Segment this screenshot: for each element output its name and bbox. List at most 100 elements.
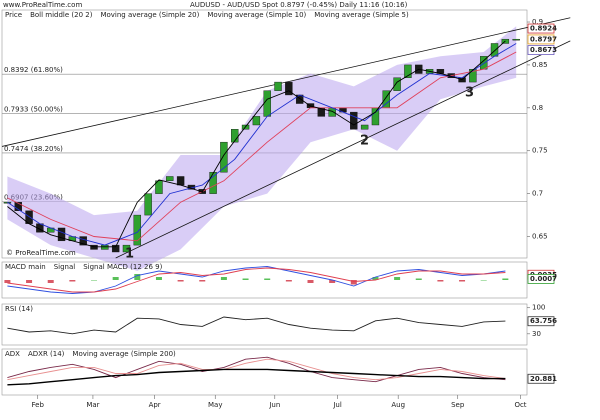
candle-body bbox=[101, 244, 109, 250]
candle-body bbox=[166, 176, 174, 181]
legend-entry: Signal bbox=[54, 263, 76, 271]
histogram-bar bbox=[91, 280, 98, 281]
y-tick-label: 0.7 bbox=[532, 190, 543, 198]
histogram-bar bbox=[480, 280, 487, 281]
histogram-bar bbox=[69, 280, 76, 282]
histogram-bar bbox=[502, 278, 509, 280]
panel-frame bbox=[1, 9, 528, 259]
value-tag bbox=[527, 34, 555, 45]
histogram-bar bbox=[415, 278, 422, 280]
value-tag-label: 20.881 bbox=[530, 375, 557, 383]
series-line bbox=[7, 356, 506, 383]
annotation: 3 bbox=[465, 86, 474, 101]
series-line bbox=[7, 267, 506, 293]
x-tick-label: May bbox=[208, 401, 222, 409]
candle-body bbox=[144, 193, 152, 216]
legend-entry: ADX bbox=[5, 350, 20, 358]
x-tick-label: Feb bbox=[32, 401, 45, 409]
legend-entry: Moving average (Simple 10) bbox=[207, 11, 306, 19]
panel-frame bbox=[1, 348, 528, 396]
fib-label: 0.7474 (38.20%) bbox=[4, 145, 63, 153]
histogram-bar bbox=[112, 277, 119, 280]
histogram-bar bbox=[372, 277, 379, 280]
candle-body bbox=[57, 227, 66, 242]
legend-entry: Signal MACD (12 26 9) bbox=[83, 263, 162, 271]
candle-body bbox=[14, 202, 22, 212]
histogram-bar bbox=[394, 277, 401, 280]
annotation: 1 bbox=[125, 247, 134, 262]
panel-frame bbox=[1, 261, 528, 299]
candle-body bbox=[122, 244, 131, 253]
y-tick-label: 30 bbox=[532, 330, 541, 338]
x-tick-label: Aug bbox=[391, 401, 405, 409]
value-tag-label: 0.0007 bbox=[530, 275, 557, 283]
candle-body bbox=[133, 214, 142, 246]
candle-body bbox=[404, 64, 412, 78]
value-tag-label: 0.8797 bbox=[530, 35, 557, 43]
y-tick-label: 0.9 bbox=[532, 18, 543, 26]
fib-label: 0.8392 (61.80%) bbox=[4, 66, 63, 74]
legend-entry: Price bbox=[5, 11, 22, 19]
histogram-bar bbox=[47, 280, 54, 283]
candle-body bbox=[512, 38, 520, 41]
y-tick-label: 0.75 bbox=[532, 147, 548, 155]
legend-entry: ADXR (14) bbox=[28, 350, 65, 358]
histogram-bar bbox=[329, 280, 336, 283]
y-tick-label: 100 bbox=[532, 304, 545, 312]
histogram-bar bbox=[437, 280, 444, 282]
x-tick-label: Jul bbox=[332, 401, 342, 409]
site-label: www.ProRealTime.com bbox=[3, 1, 82, 9]
y-tick-label: 0.8 bbox=[532, 104, 543, 112]
series-line bbox=[7, 43, 517, 246]
chart-title: AUDUSD - AUD/USD Spot 0.8797 (-0.45%) Da… bbox=[190, 1, 408, 9]
candle-body bbox=[155, 180, 163, 194]
legend-entry: MACD main bbox=[5, 263, 46, 271]
candle-body bbox=[220, 141, 228, 173]
candle-body bbox=[209, 171, 217, 194]
value-tag-label: 0.8673 bbox=[530, 46, 557, 54]
trend-line bbox=[115, 40, 571, 259]
series-line bbox=[7, 51, 517, 242]
histogram-bar bbox=[220, 277, 227, 280]
candle-body bbox=[393, 77, 401, 91]
annotation: 2 bbox=[360, 134, 369, 149]
x-tick-label: Sep bbox=[451, 401, 465, 409]
histogram-bar bbox=[459, 280, 466, 282]
bollinger-band bbox=[7, 26, 517, 271]
x-tick-label: Mar bbox=[86, 401, 99, 409]
legend-entry: RSI (14) bbox=[5, 305, 33, 313]
candle-body bbox=[285, 81, 293, 96]
legend-entry: Moving average (Simple 200) bbox=[72, 350, 176, 358]
candle-body bbox=[176, 176, 185, 186]
histogram-bar bbox=[307, 280, 314, 283]
watermark: © ProRealTime.com bbox=[6, 249, 76, 257]
histogram-bar bbox=[242, 278, 249, 280]
histogram-bar bbox=[285, 280, 292, 282]
candle-body bbox=[79, 236, 87, 246]
legend-entry: Moving average (Simple 5) bbox=[314, 11, 409, 19]
candle-body bbox=[360, 124, 369, 130]
x-tick-label: Apr bbox=[149, 401, 161, 409]
histogram-bar bbox=[4, 280, 11, 283]
histogram-bar bbox=[26, 280, 33, 283]
series-line bbox=[7, 316, 506, 335]
x-tick-label: Jun bbox=[268, 401, 280, 409]
value-tag bbox=[527, 373, 555, 384]
histogram-bar bbox=[350, 280, 357, 285]
histogram-bar bbox=[264, 278, 271, 280]
value-tag bbox=[527, 23, 555, 34]
candle-body bbox=[90, 244, 98, 250]
legend-entry: Moving average (Simple 20) bbox=[100, 11, 199, 19]
candle-body bbox=[469, 69, 477, 83]
value-tag bbox=[527, 45, 555, 55]
value-tag bbox=[527, 316, 555, 327]
histogram-bar bbox=[199, 280, 206, 282]
series-line bbox=[7, 358, 506, 381]
histogram-bar bbox=[155, 277, 162, 280]
panel-frame bbox=[1, 303, 528, 346]
y-tick-label: 0.65 bbox=[532, 233, 548, 241]
histogram-bar bbox=[177, 280, 184, 282]
candle-body bbox=[111, 244, 120, 253]
histogram-bar bbox=[134, 274, 141, 280]
